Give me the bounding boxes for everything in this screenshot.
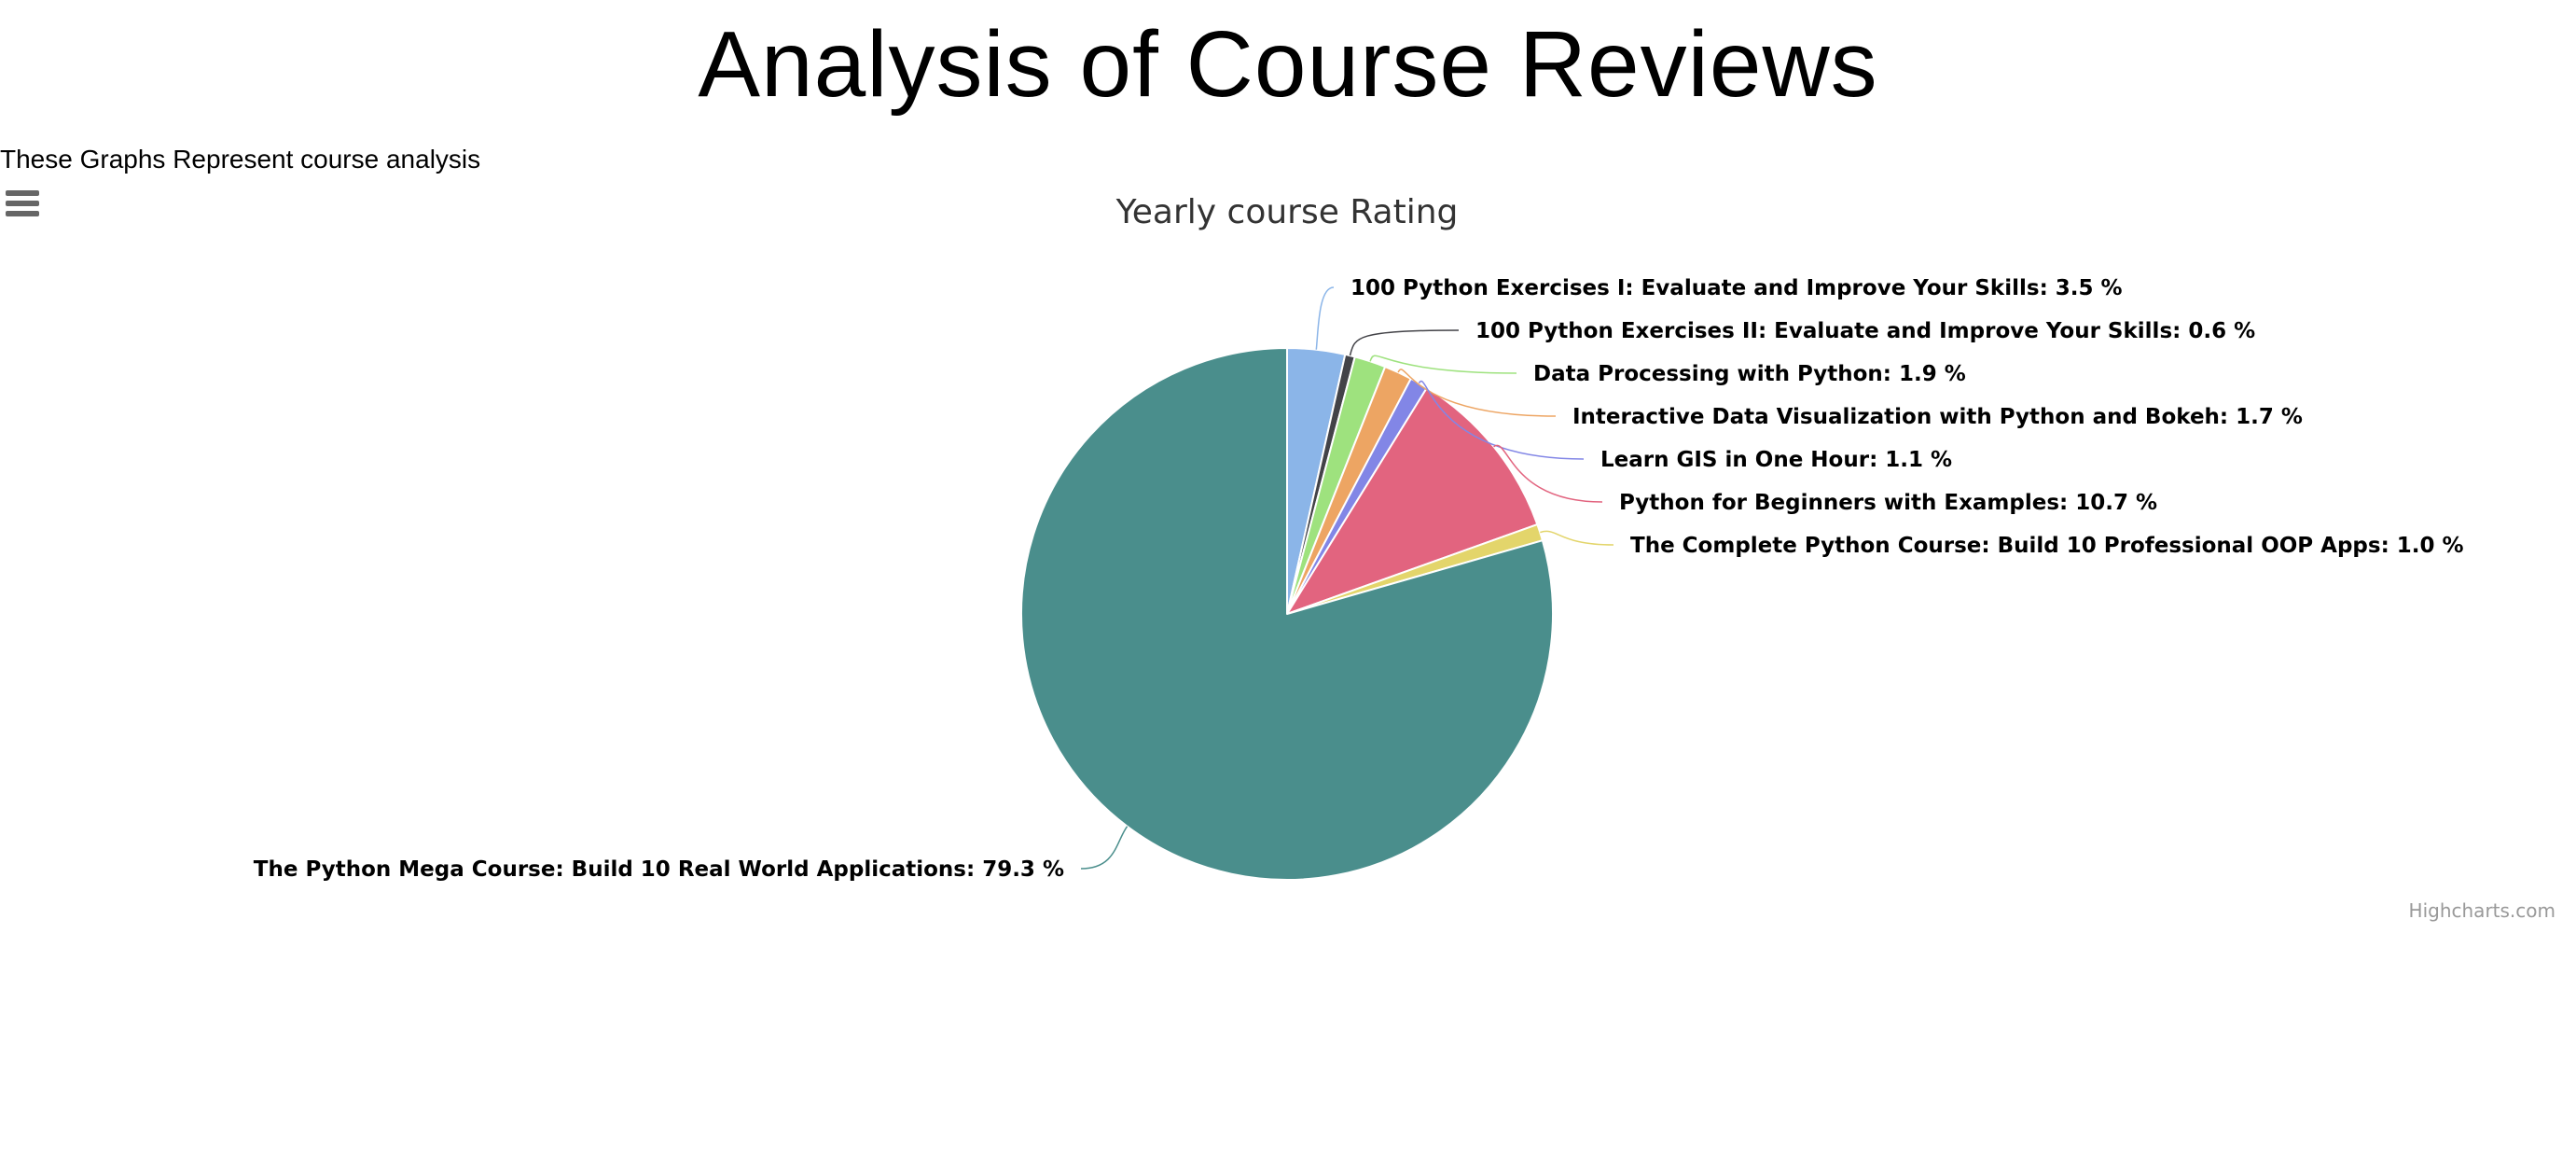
pie-label-connector [1397,369,1557,417]
pie-data-labels: 100 Python Exercises I: Evaluate and Imp… [254,276,2464,882]
pie-label-connector [1493,444,1603,503]
pie-data-label: Python for Beginners with Examples: 10.7… [1619,491,2157,515]
highcharts-credits-link[interactable]: Highcharts.com [2409,899,2555,922]
pie-data-label: The Complete Python Course: Build 10 Pro… [1630,534,2464,558]
pie-label-connector [1315,286,1335,350]
pie-chart: Yearly course Rating 100 Python Exercise… [0,183,2576,929]
hamburger-menu-icon[interactable] [0,183,45,224]
pie-label-connector [1080,826,1129,870]
pie-chart-canvas: Yearly course Rating 100 Python Exercise… [254,193,2555,922]
pie-data-label: 100 Python Exercises II: Evaluate and Im… [1475,319,2255,343]
pie-label-connector [1418,380,1585,460]
page-subtitle: These Graphs Represent course analysis [0,145,481,174]
pie-data-label: Learn GIS in One Hour: 1.1 % [1600,448,1952,472]
page-title: Analysis of Course Reviews [698,12,1878,117]
pie-data-label: 100 Python Exercises I: Evaluate and Imp… [1350,276,2123,300]
pie-slices [1020,347,1554,881]
pie-data-label: Data Processing with Python: 1.9 % [1533,362,1966,386]
pie-data-label: Interactive Data Visualization with Pyth… [1572,405,2303,429]
pie-data-label: The Python Mega Course: Build 10 Real Wo… [254,857,1064,882]
pie-label-connector [1369,355,1517,374]
pie-label-connector [1349,329,1460,356]
pie-slice[interactable] [1020,347,1554,881]
pie-label-connector [1540,530,1614,546]
chart-title: Yearly course Rating [1115,193,1459,231]
